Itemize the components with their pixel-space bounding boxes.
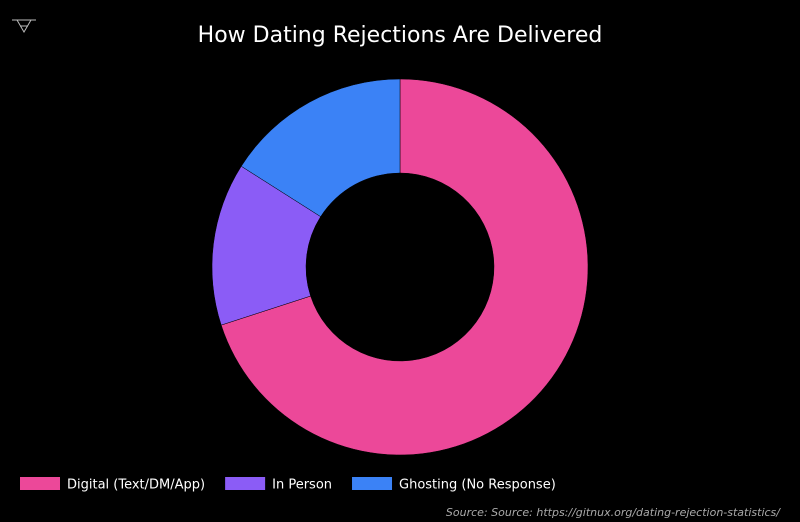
legend-label: Ghosting (No Response) [399,478,556,493]
legend-swatch [352,477,393,490]
chart-title: How Dating Rejections Are Delivered [198,23,603,48]
logo [12,19,36,33]
legend-swatch [20,477,60,490]
legend-label: In Person [272,478,332,493]
donut-segment [220,78,589,456]
legend-label: Digital (Text/DM/App) [67,478,205,493]
legend-swatch [225,477,266,490]
donut-segment [240,78,401,217]
source: Source: Source: https://gitnux.org/datin… [446,506,781,519]
